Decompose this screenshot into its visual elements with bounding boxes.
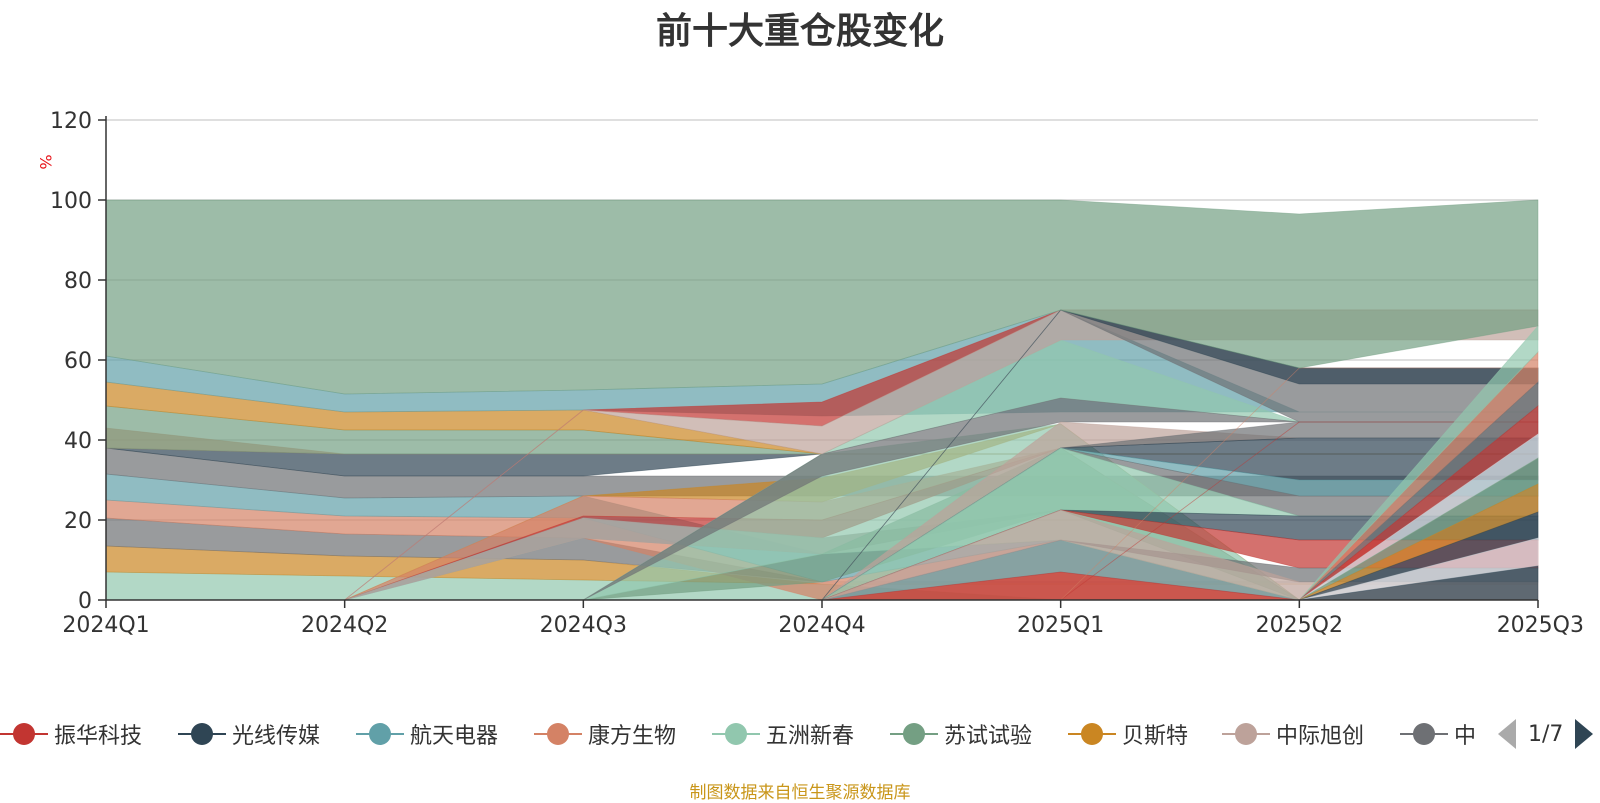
area-band [106,509,1538,601]
x-tick-label: 2024Q1 [62,613,149,638]
legend-label: 航天电器 [410,724,499,749]
legend-label: 振华科技 [54,724,143,749]
legend-item[interactable]: 航天电器 [356,716,498,752]
y-axis-label: % [36,154,55,169]
legend-item[interactable]: 振华科技 [0,716,142,752]
y-tick-label: 100 [50,189,92,214]
y-tick-label: 0 [78,589,92,614]
legend-item[interactable]: 康方生物 [534,716,676,752]
x-tick-label: 2024Q3 [540,613,627,638]
y-tick-label: 80 [64,269,92,294]
y-tick-label: 20 [64,509,92,534]
pager-text: 1/7 [1528,721,1564,747]
legend-marker-icon [1222,716,1270,752]
legend-marker-icon [0,716,48,752]
legend-label: 康方生物 [588,724,677,749]
legend-label: 贝斯特 [1122,724,1189,749]
legend-pager: 1/7 [1498,716,1594,752]
legend-item[interactable]: 中际旭创 [1222,716,1364,752]
pager-prev-icon[interactable] [1498,719,1516,749]
axes: 0 20 40 60 80 100 120% 2024Q1 2024Q2 2024Q3 2024Q4… [36,109,1584,638]
x-tick-label: 2024Q2 [301,613,388,638]
legend-item[interactable]: 五洲新春 [712,716,854,752]
legend-items: 振华科技 光线传媒 航天电器 康方生物 五洲新春 苏试试验 贝斯特 中际旭创 中 [0,716,1482,756]
legend-marker-icon [712,716,760,752]
legend-label: 苏试试验 [944,724,1033,749]
x-tick-label: 2025Q3 [1497,613,1584,638]
legend-marker-icon [890,716,938,752]
legend-item[interactable]: 苏试试验 [890,716,1032,752]
y-tick-label: 40 [64,429,92,454]
legend-marker-icon [178,716,226,752]
legend-marker-icon [1400,716,1448,752]
legend-label: 光线传媒 [232,724,321,749]
legend-marker-icon [356,716,404,752]
area-bands [105,199,1539,601]
pager-next-icon[interactable] [1575,719,1594,749]
area-band [105,199,1539,395]
footer-note: 制图数据来自恒生聚源数据库 [689,783,911,803]
legend-item[interactable]: 贝斯特 [1068,716,1188,752]
legend: 振华科技 光线传媒 航天电器 康方生物 五洲新春 苏试试验 贝斯特 中际旭创 中 [0,716,1600,756]
legend-label: 中 [1454,724,1477,749]
legend-item[interactable]: 光线传媒 [178,716,320,752]
x-tick-label: 2025Q1 [1017,613,1104,638]
y-tick-label: 120 [50,109,92,134]
y-tick-label: 60 [64,349,92,374]
legend-item[interactable]: 中 [1400,716,1476,752]
chart-title: 前十大重仓股变化 [655,11,944,52]
legend-marker-icon [534,716,582,752]
x-tick-label: 2025Q2 [1256,613,1343,638]
area-chart: 0 20 40 60 80 100 120% 2024Q1 2024Q2 2024Q3 2024Q4… [36,109,1584,638]
legend-label: 五洲新春 [766,724,855,749]
x-tick-label: 2024Q4 [778,613,865,638]
legend-label: 中际旭创 [1276,724,1365,749]
legend-marker-icon [1068,716,1116,752]
